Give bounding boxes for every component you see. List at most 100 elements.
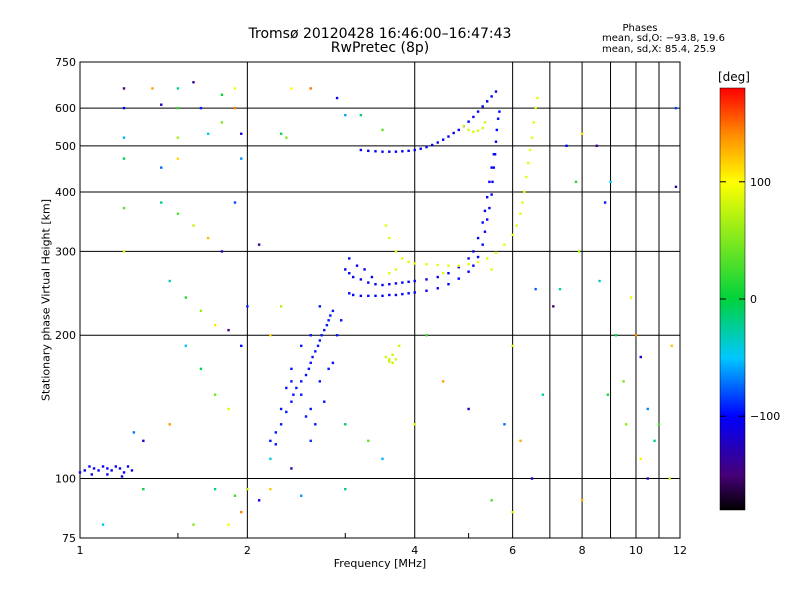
data-point: [327, 367, 330, 371]
data-point: [285, 386, 288, 390]
data-point: [674, 185, 678, 189]
data-point: [220, 93, 224, 96]
data-point: [311, 355, 314, 359]
data-point: [318, 339, 322, 342]
data-point: [511, 233, 514, 237]
data-point: [491, 180, 494, 184]
data-point: [447, 264, 450, 267]
data-point: [269, 334, 272, 337]
plot-frame: [79, 61, 681, 539]
data-point: [122, 87, 126, 90]
data-point: [384, 355, 388, 359]
data-point: [269, 439, 272, 443]
data-point: [534, 287, 537, 291]
data-point: [176, 136, 180, 139]
data-point: [220, 250, 224, 253]
data-point: [401, 150, 404, 153]
data-point: [344, 487, 347, 491]
y-tick-label: 750: [55, 56, 76, 69]
data-point: [624, 423, 628, 426]
y-tick-label: 500: [55, 140, 76, 153]
y-tick-label: 75: [62, 532, 76, 545]
data-point: [457, 128, 460, 132]
data-point: [384, 224, 388, 227]
data-point: [558, 287, 562, 291]
y-tick-label: 400: [55, 186, 76, 199]
colorbar-unit: [deg]: [718, 70, 750, 84]
data-point: [300, 494, 303, 497]
data-point: [367, 281, 370, 284]
data-point: [609, 180, 612, 184]
data-point: [184, 344, 188, 348]
y-tick-label: 100: [55, 473, 76, 486]
data-point: [391, 353, 394, 356]
data-point: [246, 487, 249, 491]
data-point: [598, 279, 601, 283]
data-point: [495, 128, 499, 132]
data-point: [493, 153, 497, 156]
data-point: [388, 360, 391, 363]
data-point: [467, 257, 470, 260]
data-point: [351, 275, 355, 279]
data-point: [472, 250, 475, 253]
data-point: [419, 147, 422, 150]
data-point: [462, 124, 465, 128]
data-point: [106, 473, 109, 476]
data-point: [106, 467, 109, 470]
data-point: [327, 319, 330, 322]
data-point: [274, 443, 278, 446]
data-point: [213, 323, 217, 327]
data-point: [329, 314, 332, 317]
data-point: [199, 367, 203, 371]
data-point: [370, 275, 374, 279]
data-point: [160, 103, 163, 106]
data-point: [300, 344, 303, 348]
data-point: [565, 144, 568, 148]
data-point: [240, 157, 243, 160]
data-point: [511, 510, 514, 514]
data-point: [425, 278, 428, 281]
data-point: [316, 344, 320, 348]
data-point: [629, 296, 633, 299]
data-point: [101, 465, 105, 468]
data-point: [527, 161, 530, 165]
data-point: [580, 499, 584, 502]
chart-subtitle: RwPretec (8p): [330, 40, 430, 56]
data-point: [436, 275, 439, 279]
data-point: [595, 144, 598, 148]
data-point: [394, 150, 398, 153]
data-point: [574, 180, 578, 184]
data-point: [110, 469, 113, 472]
data-point: [233, 494, 237, 497]
data-point: [344, 113, 347, 117]
data-point: [397, 344, 401, 348]
data-point: [496, 117, 500, 120]
x-axis-label: Frequency [MHz]: [333, 557, 427, 570]
data-point: [646, 477, 649, 480]
data-point: [503, 243, 506, 246]
data-point: [160, 166, 163, 169]
data-point: [472, 130, 475, 134]
data-point: [457, 264, 460, 267]
data-point: [151, 87, 154, 90]
data-point: [388, 358, 391, 361]
data-point: [331, 309, 335, 313]
data-point: [488, 180, 491, 184]
data-point: [388, 150, 391, 153]
data-point: [233, 106, 237, 110]
data-point: [290, 87, 293, 90]
data-point: [122, 471, 126, 474]
x-tick-label: 1: [77, 544, 84, 557]
data-point: [657, 423, 661, 426]
data-point: [176, 212, 180, 215]
data-point: [476, 260, 480, 264]
data-point: [335, 334, 339, 337]
data-point: [485, 195, 489, 199]
data-point: [490, 166, 493, 169]
y-tick-label: 600: [55, 102, 76, 115]
data-point: [674, 106, 678, 110]
data-point: [240, 132, 243, 135]
data-point: [413, 262, 416, 265]
